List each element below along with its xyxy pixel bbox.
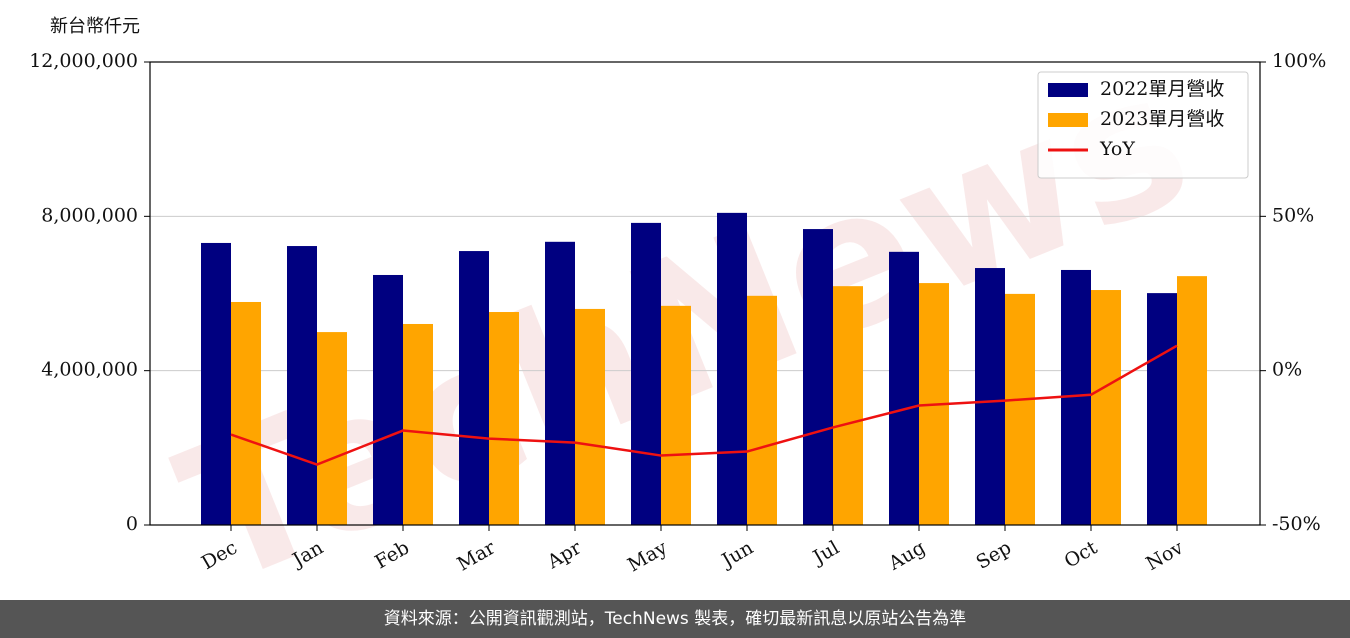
footer: 資料來源：公開資訊觀測站，TechNews 製表，確切最新訊息以原站公告為準 [0, 600, 1350, 638]
chart: 新台幣仟元 TechNews 04,000,0008,000,00012,000… [29, 16, 1326, 600]
legend-swatch [1048, 83, 1088, 97]
y-tick-label: 8,000,000 [41, 204, 138, 226]
x-tick-label: Mar [453, 536, 499, 575]
x-tick-label: Jun [716, 537, 757, 573]
bar [747, 295, 777, 525]
bar [317, 332, 347, 525]
bar [459, 251, 489, 525]
bar [373, 274, 403, 525]
bar [1091, 290, 1121, 525]
legend-label: YoY [1099, 138, 1135, 160]
bar [1147, 293, 1177, 525]
bar [287, 246, 317, 526]
legend-label: 2022單月營收 [1100, 78, 1224, 100]
plot-frame [149, 61, 1261, 526]
bar [1005, 293, 1035, 525]
y2-tick-label: 100% [1272, 50, 1326, 72]
y2-tick-label: -50% [1272, 513, 1321, 535]
x-tick-label: Jul [808, 537, 843, 570]
x-tick-label: Oct [1061, 536, 1102, 572]
y2-tick-label: 50% [1272, 204, 1314, 226]
y2-tick-label: 0% [1272, 359, 1302, 381]
x-tick-label: May [624, 536, 671, 576]
bar [975, 268, 1005, 525]
bar [575, 308, 605, 525]
bar [803, 229, 833, 525]
bar [545, 241, 575, 525]
x-tick-label: Nov [1142, 536, 1187, 575]
bar [403, 323, 433, 525]
legend-swatch [1048, 113, 1088, 127]
bar [889, 251, 919, 525]
legend-label: 2023單月營收 [1100, 108, 1224, 130]
line [230, 344, 1178, 466]
bar [717, 212, 747, 525]
x-tick-label: Aug [884, 537, 929, 576]
bar [1177, 276, 1207, 525]
bar [661, 305, 691, 525]
y-tick-label: 0 [126, 513, 138, 535]
bar [631, 222, 661, 525]
y-tick-label: 12,000,000 [29, 50, 138, 72]
legend-box [1037, 71, 1249, 179]
bar [489, 312, 519, 525]
bar [201, 242, 231, 526]
x-tick-label: Sep [972, 537, 1015, 574]
bar [833, 286, 863, 525]
y-tick-label: 4,000,000 [41, 359, 138, 381]
y-axis-label: 新台幣仟元 [50, 16, 140, 37]
bar [231, 301, 261, 525]
x-tick-label: Apr [543, 536, 586, 573]
